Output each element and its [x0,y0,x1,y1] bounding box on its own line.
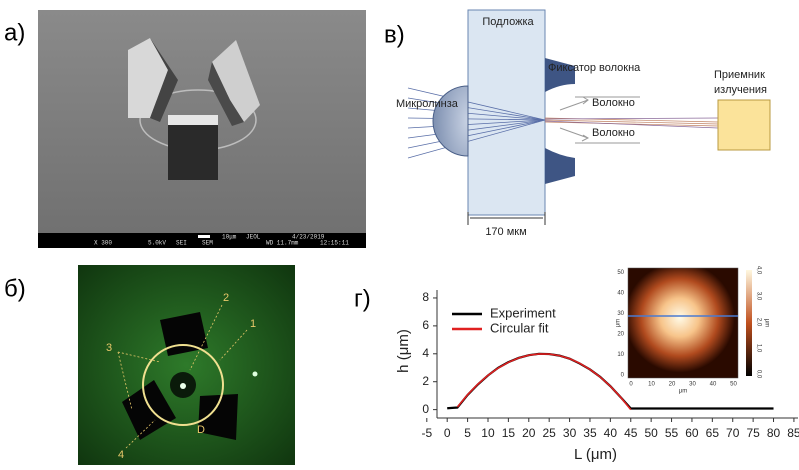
inset-tick: 40 [710,382,717,388]
lens-label: Микролинза [396,98,459,110]
colorbar-tick: 0,0 [755,370,761,379]
x-tick-label: 85 [787,426,799,440]
legend-label: Experiment [490,305,556,320]
inset-tick: 40 [617,291,624,297]
inset-unit: μm [616,319,622,327]
afm-inset [628,268,752,378]
info-text: X 300 [94,240,112,247]
x-tick-label: 65 [706,426,720,440]
panel-label: а) [4,19,25,46]
receiver-label: излучения [714,84,767,96]
substrate-label: Подложка [482,16,534,28]
scale-bar [198,235,210,238]
info-text: 5.0kV [148,240,166,247]
x-tick-label: 10 [481,426,495,440]
x-axis-label: L (μm) [574,446,617,463]
info-text: 10μm [222,234,237,241]
inset-tick: 10 [648,382,655,388]
y-tick-label: 0 [422,402,429,416]
inset-tick: 30 [617,311,624,317]
marker-label: 3 [106,342,112,354]
marker-label: 4 [118,449,124,461]
panel-label: в) [384,21,405,48]
x-tick-label: 75 [746,426,760,440]
info-text: SEM [202,240,213,247]
thickness-label: 170 мкм [485,226,526,238]
colorbar-tick: 2,0 [755,318,761,327]
optics-diagram [408,10,770,225]
x-tick-label: 0 [444,426,451,440]
fiber-label: Волокно [592,97,635,109]
colorbar-tick: 1,0 [755,344,761,353]
x-tick-label: 40 [604,426,618,440]
panel-label: г) [354,285,371,312]
legend-label: Circular fit [490,320,549,335]
inset-tick: 50 [617,270,624,276]
inset-tick: 20 [669,382,676,388]
x-tick-label: 55 [665,426,679,440]
x-tick-label: 50 [644,426,658,440]
x-tick-label: 15 [502,426,516,440]
panel-label: б) [4,275,26,302]
marker-label: 1 [250,318,256,330]
holder-label: Фиксатор волокна [548,62,641,74]
info-text: 12:15:11 [320,240,349,247]
x-tick-label: 30 [563,426,577,440]
series-line [457,354,630,410]
y-tick-label: 4 [422,346,429,360]
microscope-image [78,265,295,465]
inset-tick: 30 [689,382,696,388]
y-tick-label: 2 [422,374,429,388]
x-tick-label: 60 [685,426,699,440]
x-tick-label: 20 [522,426,536,440]
inset-tick: 0 [621,373,625,379]
figure: а) X 300 5.0kV SEI SEM 10μm JEOL 4/23/20… [0,0,799,470]
y-tick-label: 6 [422,318,429,332]
y-tick-label: 8 [422,290,429,304]
inset-tick: 20 [617,332,624,338]
info-text: SEI [176,240,187,247]
info-text: JEOL [246,234,261,241]
x-tick-label: 70 [726,426,740,440]
inset-unit: μm [679,389,687,395]
colorbar-tick: 4,0 [755,266,761,275]
inset-tick: 10 [617,352,624,358]
x-tick-label: 45 [624,426,638,440]
inset-tick: 50 [730,382,737,388]
info-text: WD 11.7mm [266,240,299,247]
colorbar-tick: 3,0 [755,292,761,301]
x-tick-label: 5 [464,426,471,440]
marker-label: 2 [223,292,229,304]
y-axis-label: h (μm) [395,329,412,373]
x-tick-label: 25 [542,426,556,440]
receiver-label: Приемник [714,69,765,81]
marker-label: D [197,424,205,436]
fiber-label: Волокно [592,127,635,139]
x-tick-label: 80 [767,426,781,440]
x-tick-label: -5 [421,426,432,440]
x-tick-label: 35 [583,426,597,440]
inset-unit: μm [763,319,769,327]
inset-tick: 0 [629,382,633,388]
